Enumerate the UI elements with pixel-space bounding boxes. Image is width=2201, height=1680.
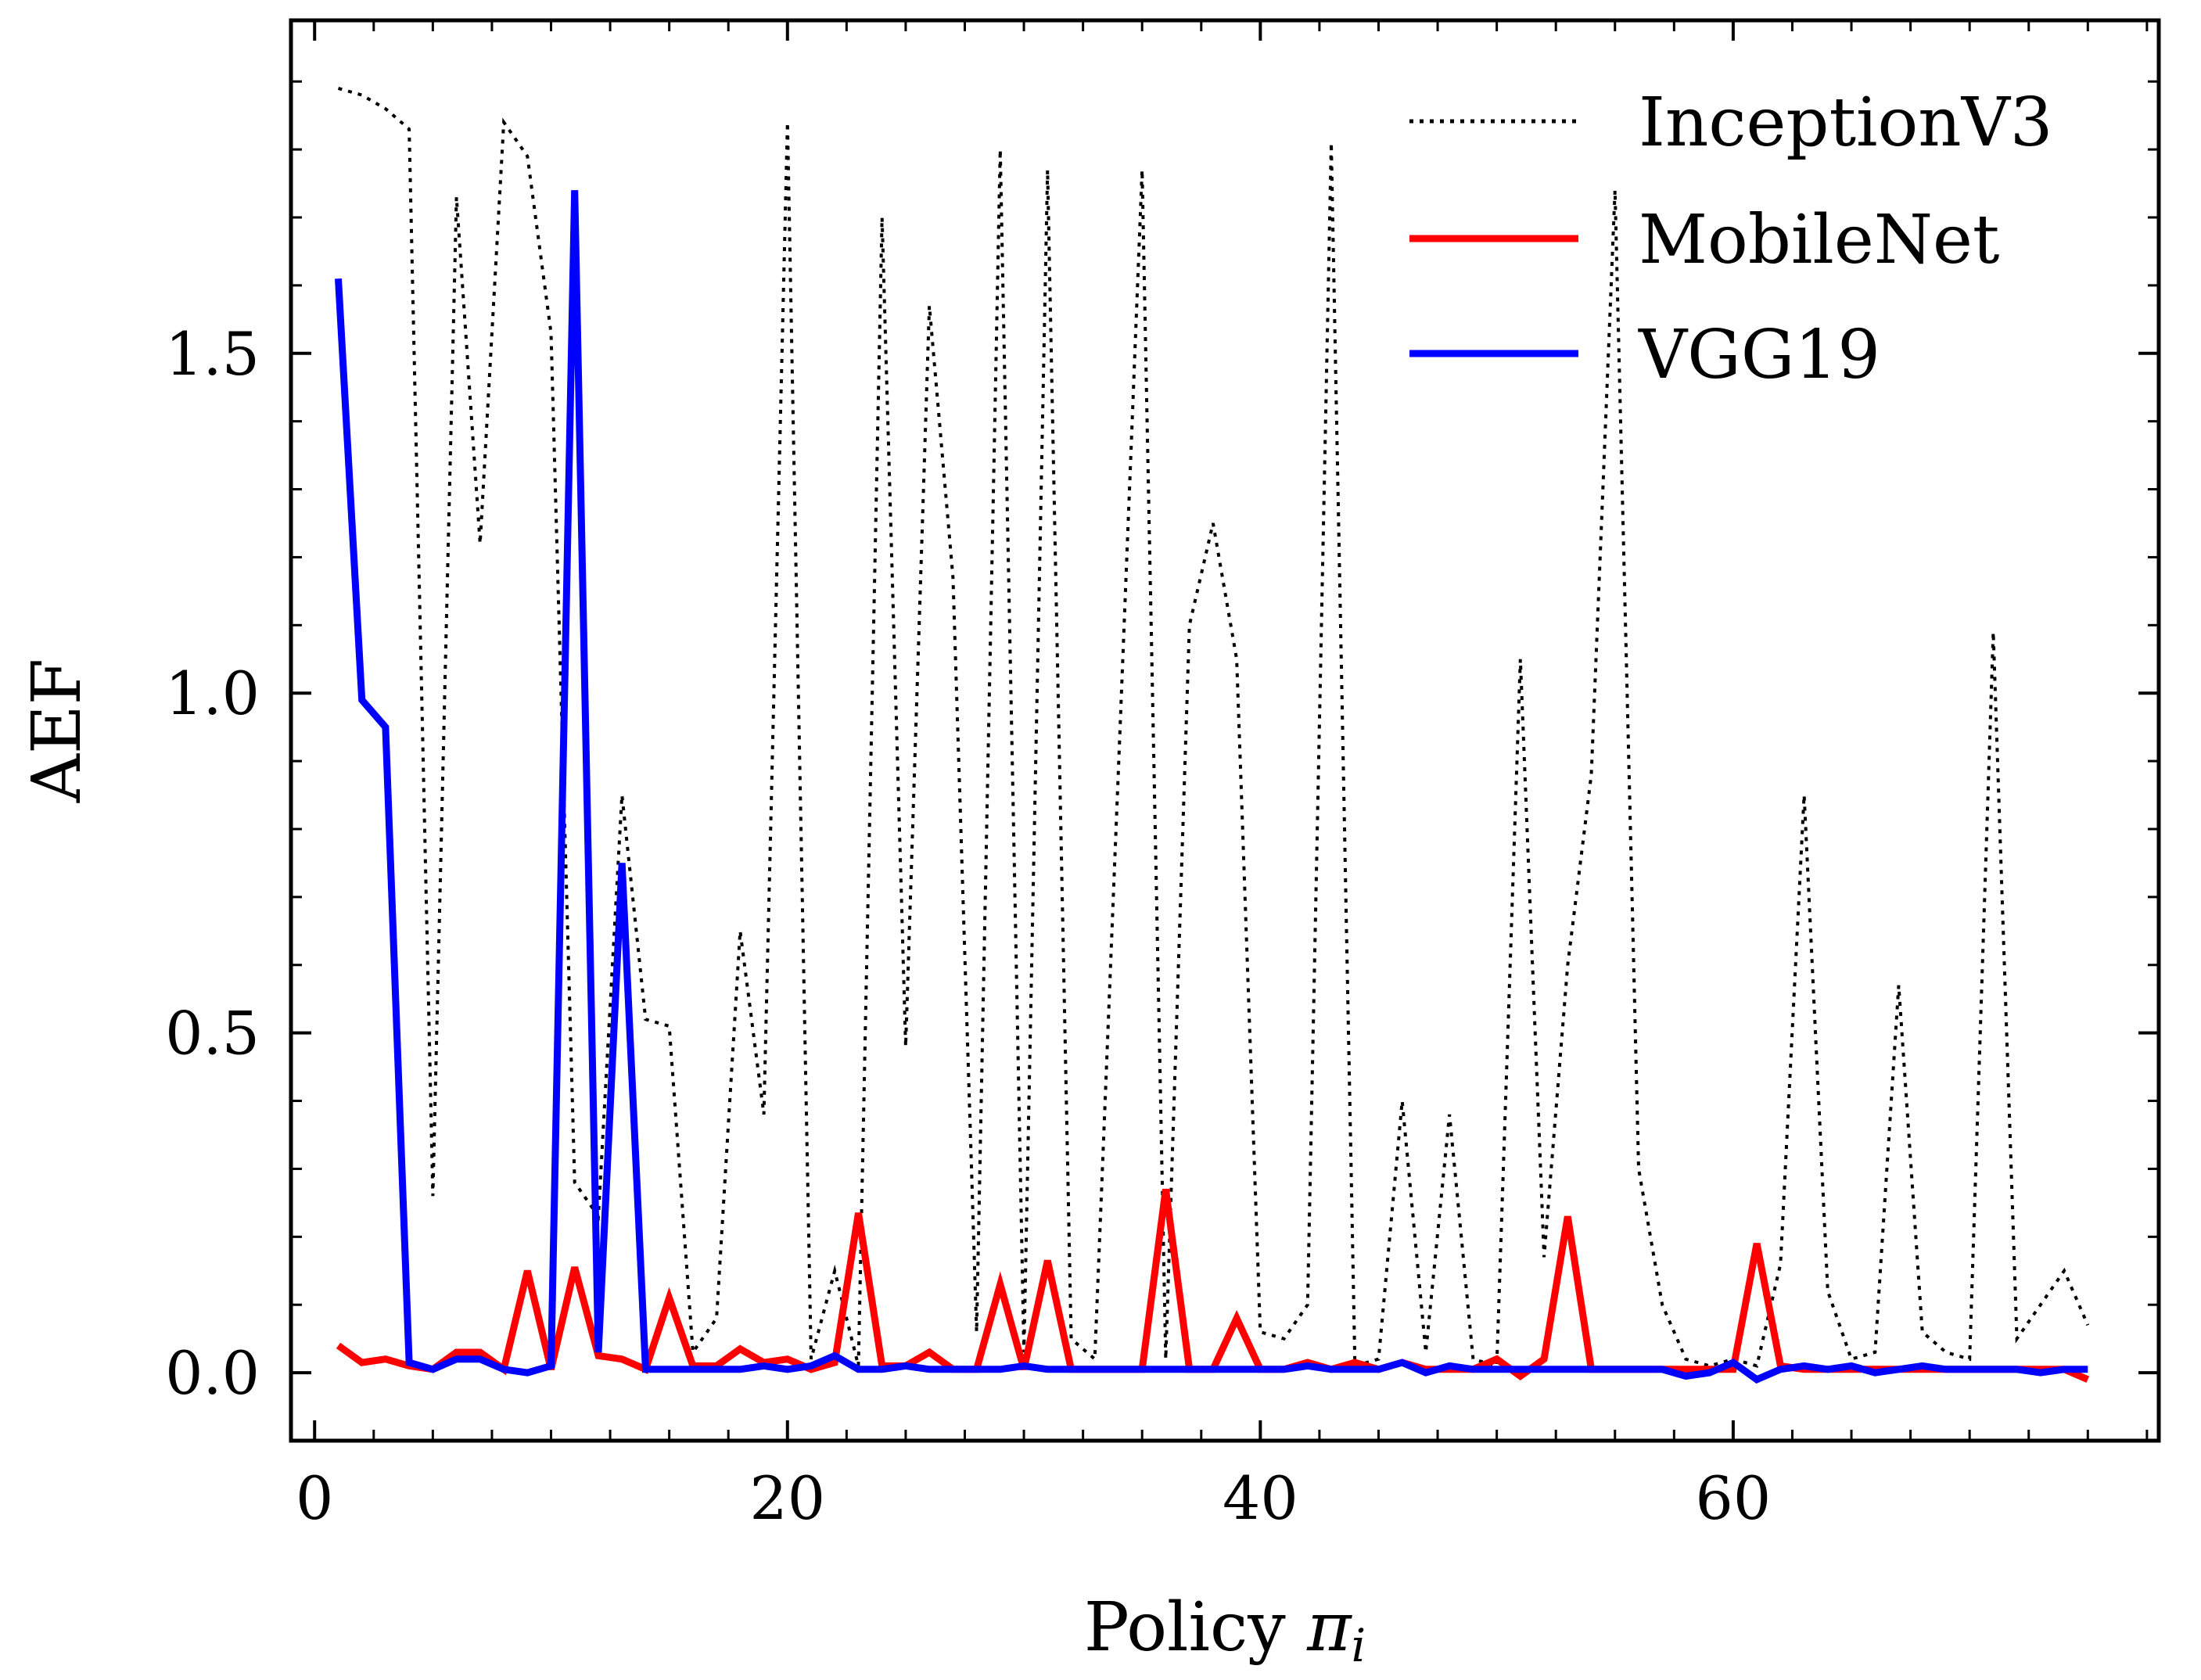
x-axis-label-subscript: i (1352, 1619, 1366, 1672)
legend: InceptionV3 MobileNet VGG19 (1409, 84, 2053, 394)
series-line-inceptionv3 (337, 86, 2090, 1369)
x-axis-label-symbol: π (1306, 1588, 1352, 1667)
series-line-vgg19 (335, 190, 2088, 1384)
x-axis-label: Policy πi (1084, 1588, 1366, 1672)
legend-label-vgg19: VGG19 (1638, 316, 1880, 394)
legend-label-mobilenet: MobileNet (1639, 201, 2000, 279)
x-tick-label: 0 (296, 1463, 333, 1533)
axis-ticks (291, 20, 2159, 1441)
x-axis-label-text: Policy (1084, 1588, 1307, 1667)
y-axis-label: AEF (18, 659, 96, 804)
y-tick-labels: 0.0 0.5 1.0 1.5 (165, 319, 260, 1408)
y-tick-label: 0.5 (165, 999, 260, 1068)
x-tick-label: 40 (1223, 1463, 1298, 1533)
y-tick-label: 1.5 (165, 319, 260, 389)
y-tick-label: 0.0 (165, 1338, 260, 1408)
y-tick-label: 1.0 (165, 659, 260, 728)
x-tick-label: 20 (749, 1463, 825, 1533)
legend-label-inceptionv3: InceptionV3 (1639, 84, 2053, 162)
series-layer (335, 86, 2090, 1384)
plot-frame (289, 18, 2161, 1443)
x-tick-labels: 0 20 40 60 (296, 1463, 1771, 1533)
x-tick-label: 60 (1696, 1463, 1772, 1533)
